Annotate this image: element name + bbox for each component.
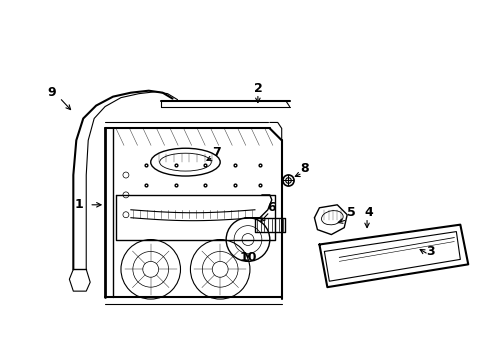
Text: 1: 1 xyxy=(75,198,83,211)
Text: 4: 4 xyxy=(364,206,373,219)
Text: 5: 5 xyxy=(346,206,355,219)
Text: 3: 3 xyxy=(426,245,434,258)
Text: 6: 6 xyxy=(267,201,276,214)
Text: 7: 7 xyxy=(211,146,220,159)
Text: 10: 10 xyxy=(239,251,256,264)
Text: 2: 2 xyxy=(253,82,262,95)
Text: 9: 9 xyxy=(47,86,56,99)
Text: 8: 8 xyxy=(300,162,308,175)
